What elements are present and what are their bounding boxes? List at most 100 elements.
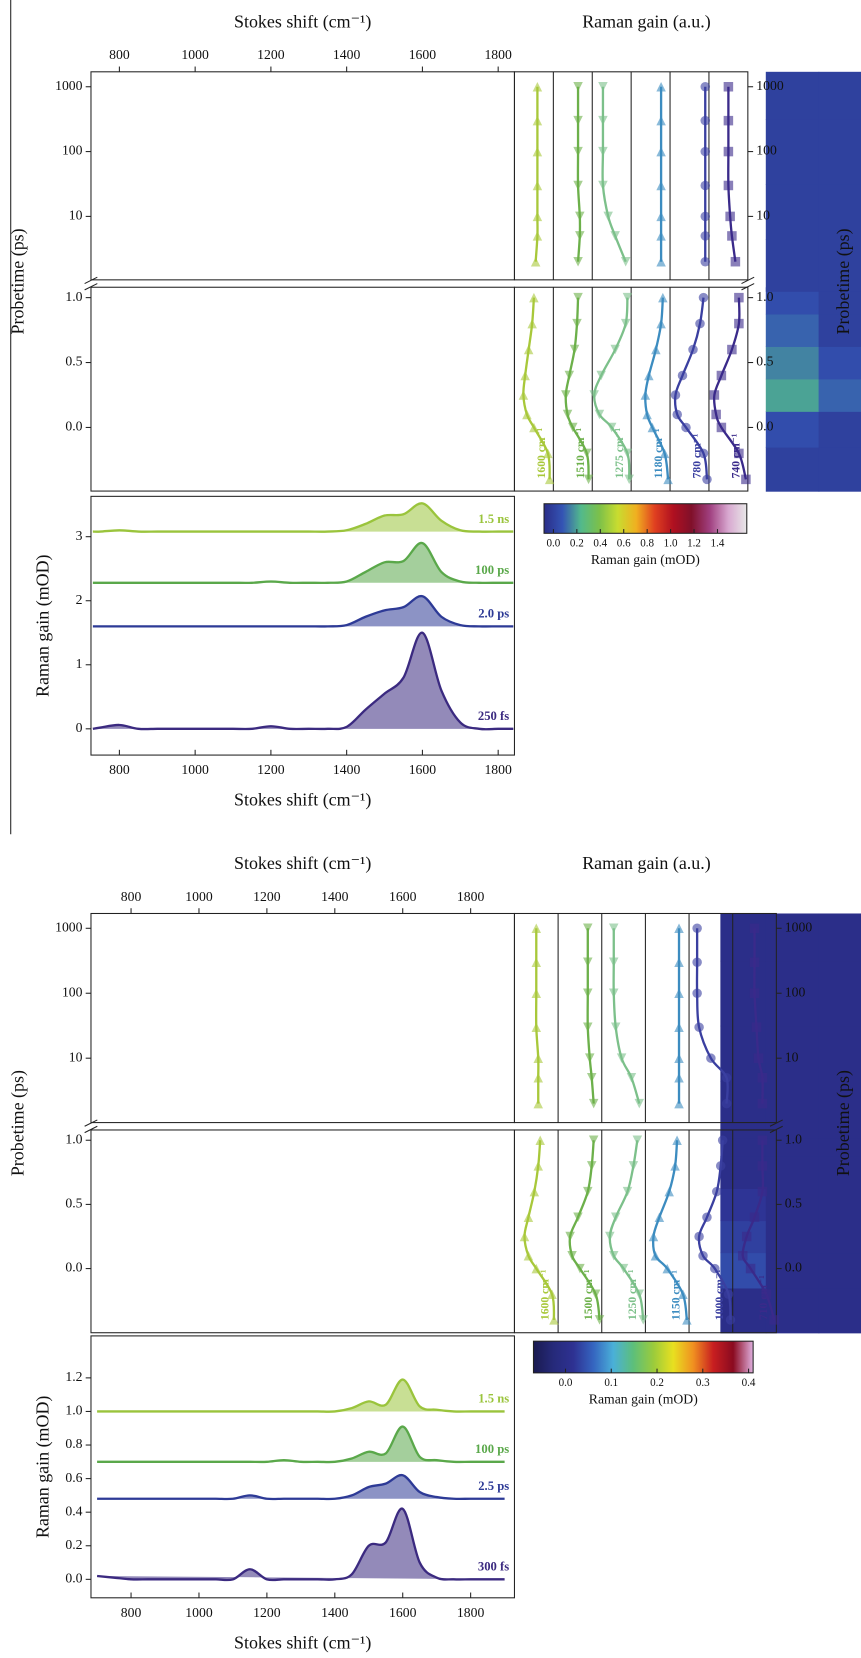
data-point [543,448,553,459]
data-point [656,318,666,329]
data-point [757,1186,768,1197]
heatmap-cell [765,1156,820,1189]
data-point [723,146,734,157]
heatmap-cell [765,313,820,347]
data-point [520,370,530,381]
spectrum-line [92,631,514,731]
data-point [567,1250,577,1261]
data-point [624,474,634,485]
data-point [609,957,619,967]
data-point [656,231,666,241]
data-point [672,1135,682,1145]
heatmap-cell [765,119,820,185]
heatmap-cell [818,1025,861,1082]
data-point [529,422,539,433]
data-point [532,115,543,126]
data-point [572,318,582,329]
spectrum-area [92,503,514,532]
data-point [656,256,666,267]
spectrum-line [97,1425,505,1464]
data-point [698,292,709,303]
data-point [531,988,542,998]
y-tick-label: 0.8 [65,1436,82,1451]
data-point [547,1289,557,1299]
data-point [700,231,711,241]
data-point [605,1231,615,1242]
series-label: 100 ps [475,563,509,577]
y-tick-label: 10 [756,208,770,223]
y-tick-label: 0.2 [65,1537,82,1552]
data-point [678,1289,688,1299]
axis-break [84,1119,98,1127]
data-point [700,146,711,157]
y-tick-label: 10 [69,208,83,223]
data-point [749,957,760,967]
data-point [609,1250,619,1261]
data-point [674,1053,684,1063]
x-tick-label: 1800 [457,1605,485,1620]
y-tick-label: 1000 [55,78,83,93]
data-point [583,1186,593,1197]
x-axis-label: Stokes shift (cm⁻¹) [234,853,371,874]
spectrum-area [92,596,514,627]
data-point [656,115,666,126]
data-point [583,923,593,934]
data-point [712,1186,722,1197]
heatmap-cell [818,1188,861,1222]
spectrum-line [92,595,514,628]
data-point [710,1263,720,1274]
spectrum-area [92,632,514,730]
data-point [533,1053,543,1063]
data-point [523,344,534,355]
data-point [565,1231,575,1242]
data-point [753,1053,764,1063]
y-tick-label: 100 [62,984,83,999]
data-point [522,409,532,420]
data-point [640,390,651,400]
trace-label: 710 cm⁻¹ [757,1275,770,1320]
data-point [749,923,760,934]
spectrum-line [92,541,514,585]
y-tick-label: 1.0 [65,289,82,304]
data-point [606,422,617,433]
trace-label: 1500 cm⁻¹ [582,1269,595,1320]
x-tick-label: 800 [121,1605,142,1620]
data-point [573,81,583,92]
data-point [648,1231,659,1242]
trace-label: 1250 cm⁻¹ [626,1269,639,1320]
data-point [734,292,744,303]
data-point [564,370,575,381]
y-tick-label: 1.2 [65,1369,82,1384]
data-point [670,1161,680,1171]
data-point [650,1250,661,1261]
heatmap-cell [765,960,820,1027]
x-tick-label: 1000 [185,889,213,904]
data-point [620,256,631,267]
heatmap-cell [818,411,861,448]
data-point [594,1315,605,1325]
colorbar-tick-label: 0.1 [604,1377,618,1389]
data-point [533,1072,543,1083]
trace-label: 1275 cm⁻¹ [613,427,626,478]
trace-label: 740 cm⁻¹ [730,433,743,478]
data-point [594,409,605,420]
data-point [569,344,580,355]
data-point [670,390,681,400]
data-point [598,180,608,191]
data-point [658,292,668,303]
data-point [723,180,734,191]
colorbar-tick-label: 0.3 [696,1377,710,1389]
data-point [638,1315,648,1325]
data-point [610,344,620,355]
data-point [717,1135,728,1145]
x-axis-label: Raman gain (a.u.) [582,853,711,874]
data-point [519,1231,530,1242]
series-label: 1.5 ns [478,1392,509,1406]
y-tick-label: 1000 [756,78,784,93]
spectrum-line [97,1378,505,1413]
data-point [663,474,673,485]
data-point [532,81,543,92]
x-axis-label: Stokes shift (cm⁻¹) [234,790,371,811]
heatmap-cell [818,1220,861,1254]
x-tick-label: 1600 [409,762,437,777]
